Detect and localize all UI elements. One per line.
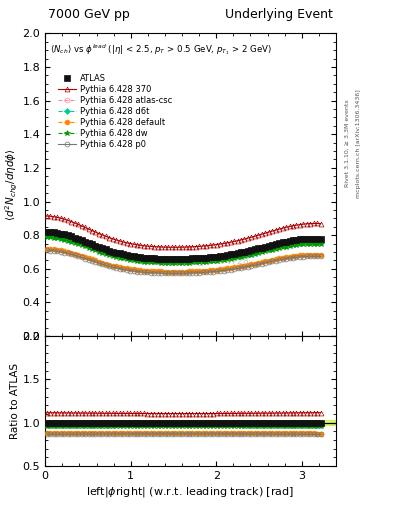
Line: Pythia 6.428 default: Pythia 6.428 default: [44, 247, 323, 274]
ATLAS: [215, 253, 219, 260]
Pythia 6.428 370: [235, 238, 240, 244]
Line: Pythia 6.428 p0: Pythia 6.428 p0: [44, 248, 323, 276]
Pythia 6.428 atlas-csc: [225, 254, 230, 260]
Text: Rivet 3.1.10, ≥ 3.3M events: Rivet 3.1.10, ≥ 3.3M events: [345, 99, 350, 187]
Text: Underlying Event: Underlying Event: [225, 8, 333, 21]
Pythia 6.428 370: [291, 223, 296, 229]
Line: Pythia 6.428 dw: Pythia 6.428 dw: [44, 234, 323, 266]
Pythia 6.428 atlas-csc: [215, 255, 219, 262]
Pythia 6.428 d6t: [215, 256, 219, 262]
Pythia 6.428 370: [166, 244, 171, 250]
ATLAS: [44, 229, 49, 235]
Pythia 6.428 dw: [211, 258, 216, 264]
Pythia 6.428 d6t: [225, 254, 230, 261]
Pythia 6.428 dw: [318, 241, 323, 247]
Pythia 6.428 p0: [225, 267, 230, 273]
Pythia 6.428 default: [225, 265, 230, 271]
Pythia 6.428 p0: [44, 247, 49, 253]
Line: ATLAS: ATLAS: [44, 229, 323, 262]
Pythia 6.428 p0: [173, 270, 178, 276]
Y-axis label: $\langle d^2 N_{chg}/d\eta d\phi \rangle$: $\langle d^2 N_{chg}/d\eta d\phi \rangle…: [4, 148, 20, 221]
Pythia 6.428 atlas-csc: [318, 239, 323, 245]
Pythia 6.428 d6t: [166, 258, 171, 264]
Pythia 6.428 d6t: [173, 258, 178, 264]
Pythia 6.428 default: [166, 269, 171, 275]
Pythia 6.428 370: [211, 242, 216, 248]
Pythia 6.428 d6t: [291, 240, 296, 246]
ATLAS: [291, 237, 296, 243]
Pythia 6.428 dw: [235, 254, 240, 261]
Y-axis label: Ratio to ATLAS: Ratio to ATLAS: [10, 363, 20, 439]
Pythia 6.428 atlas-csc: [211, 255, 216, 262]
Pythia 6.428 atlas-csc: [235, 252, 240, 258]
Pythia 6.428 dw: [225, 256, 230, 262]
Pythia 6.428 370: [44, 213, 49, 219]
Pythia 6.428 default: [215, 267, 219, 273]
Pythia 6.428 d6t: [211, 256, 216, 262]
Line: Pythia 6.428 370: Pythia 6.428 370: [44, 214, 323, 250]
Pythia 6.428 atlas-csc: [44, 232, 49, 238]
Text: 7000 GeV pp: 7000 GeV pp: [48, 8, 130, 21]
Pythia 6.428 dw: [166, 260, 171, 266]
ATLAS: [211, 254, 216, 260]
Legend: ATLAS, Pythia 6.428 370, Pythia 6.428 atlas-csc, Pythia 6.428 d6t, Pythia 6.428 : ATLAS, Pythia 6.428 370, Pythia 6.428 at…: [58, 74, 172, 150]
Pythia 6.428 default: [169, 269, 174, 275]
Bar: [45, 420, 336, 425]
Pythia 6.428 370: [318, 221, 323, 227]
ATLAS: [166, 256, 171, 262]
Pythia 6.428 dw: [215, 258, 219, 264]
Pythia 6.428 dw: [291, 242, 296, 248]
ATLAS: [318, 236, 323, 242]
ATLAS: [173, 256, 178, 262]
Pythia 6.428 default: [235, 264, 240, 270]
Pythia 6.428 p0: [211, 269, 216, 275]
Pythia 6.428 atlas-csc: [166, 258, 171, 264]
Pythia 6.428 default: [211, 267, 216, 273]
Pythia 6.428 dw: [44, 234, 49, 241]
Line: Pythia 6.428 d6t: Pythia 6.428 d6t: [45, 233, 323, 263]
Pythia 6.428 p0: [215, 268, 219, 274]
Pythia 6.428 370: [173, 244, 178, 250]
Pythia 6.428 d6t: [235, 252, 240, 259]
Text: $\langle N_{ch}\rangle$ vs $\phi^{lead}$ (|$\eta$| < 2.5, $p_T$ > 0.5 GeV, $p_{T: $\langle N_{ch}\rangle$ vs $\phi^{lead}$…: [50, 42, 273, 57]
Pythia 6.428 p0: [291, 254, 296, 261]
Text: ATLAS_2010_S8894728: ATLAS_2010_S8894728: [143, 256, 250, 265]
Pythia 6.428 p0: [166, 270, 171, 276]
Pythia 6.428 dw: [173, 260, 178, 266]
Text: mcplots.cern.ch [arXiv:1306.3436]: mcplots.cern.ch [arXiv:1306.3436]: [356, 89, 361, 198]
Pythia 6.428 370: [215, 242, 219, 248]
Pythia 6.428 atlas-csc: [169, 258, 174, 264]
Line: Pythia 6.428 atlas-csc: Pythia 6.428 atlas-csc: [44, 233, 323, 263]
Pythia 6.428 d6t: [44, 232, 49, 239]
Pythia 6.428 p0: [318, 253, 323, 260]
ATLAS: [225, 252, 230, 258]
Pythia 6.428 370: [225, 240, 230, 246]
Pythia 6.428 p0: [235, 265, 240, 271]
Pythia 6.428 default: [44, 246, 49, 252]
Pythia 6.428 default: [318, 252, 323, 258]
Pythia 6.428 atlas-csc: [291, 240, 296, 246]
X-axis label: left|$\phi$right| (w.r.t. leading track) [rad]: left|$\phi$right| (w.r.t. leading track)…: [86, 485, 295, 499]
Pythia 6.428 d6t: [318, 239, 323, 245]
Pythia 6.428 default: [291, 253, 296, 259]
ATLAS: [235, 250, 240, 257]
